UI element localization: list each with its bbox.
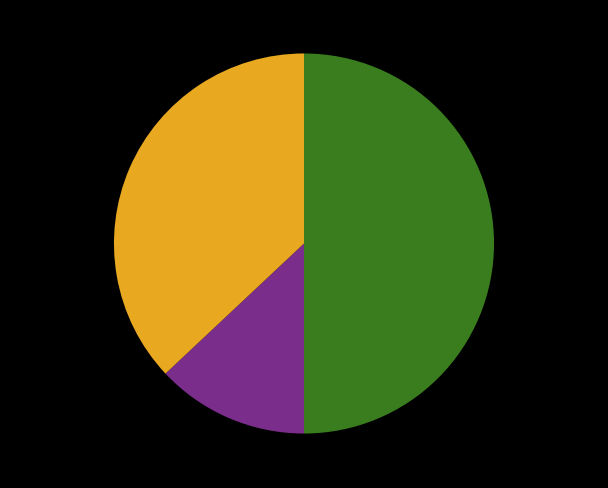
Wedge shape <box>114 54 304 374</box>
Wedge shape <box>165 244 304 434</box>
Wedge shape <box>304 54 494 434</box>
